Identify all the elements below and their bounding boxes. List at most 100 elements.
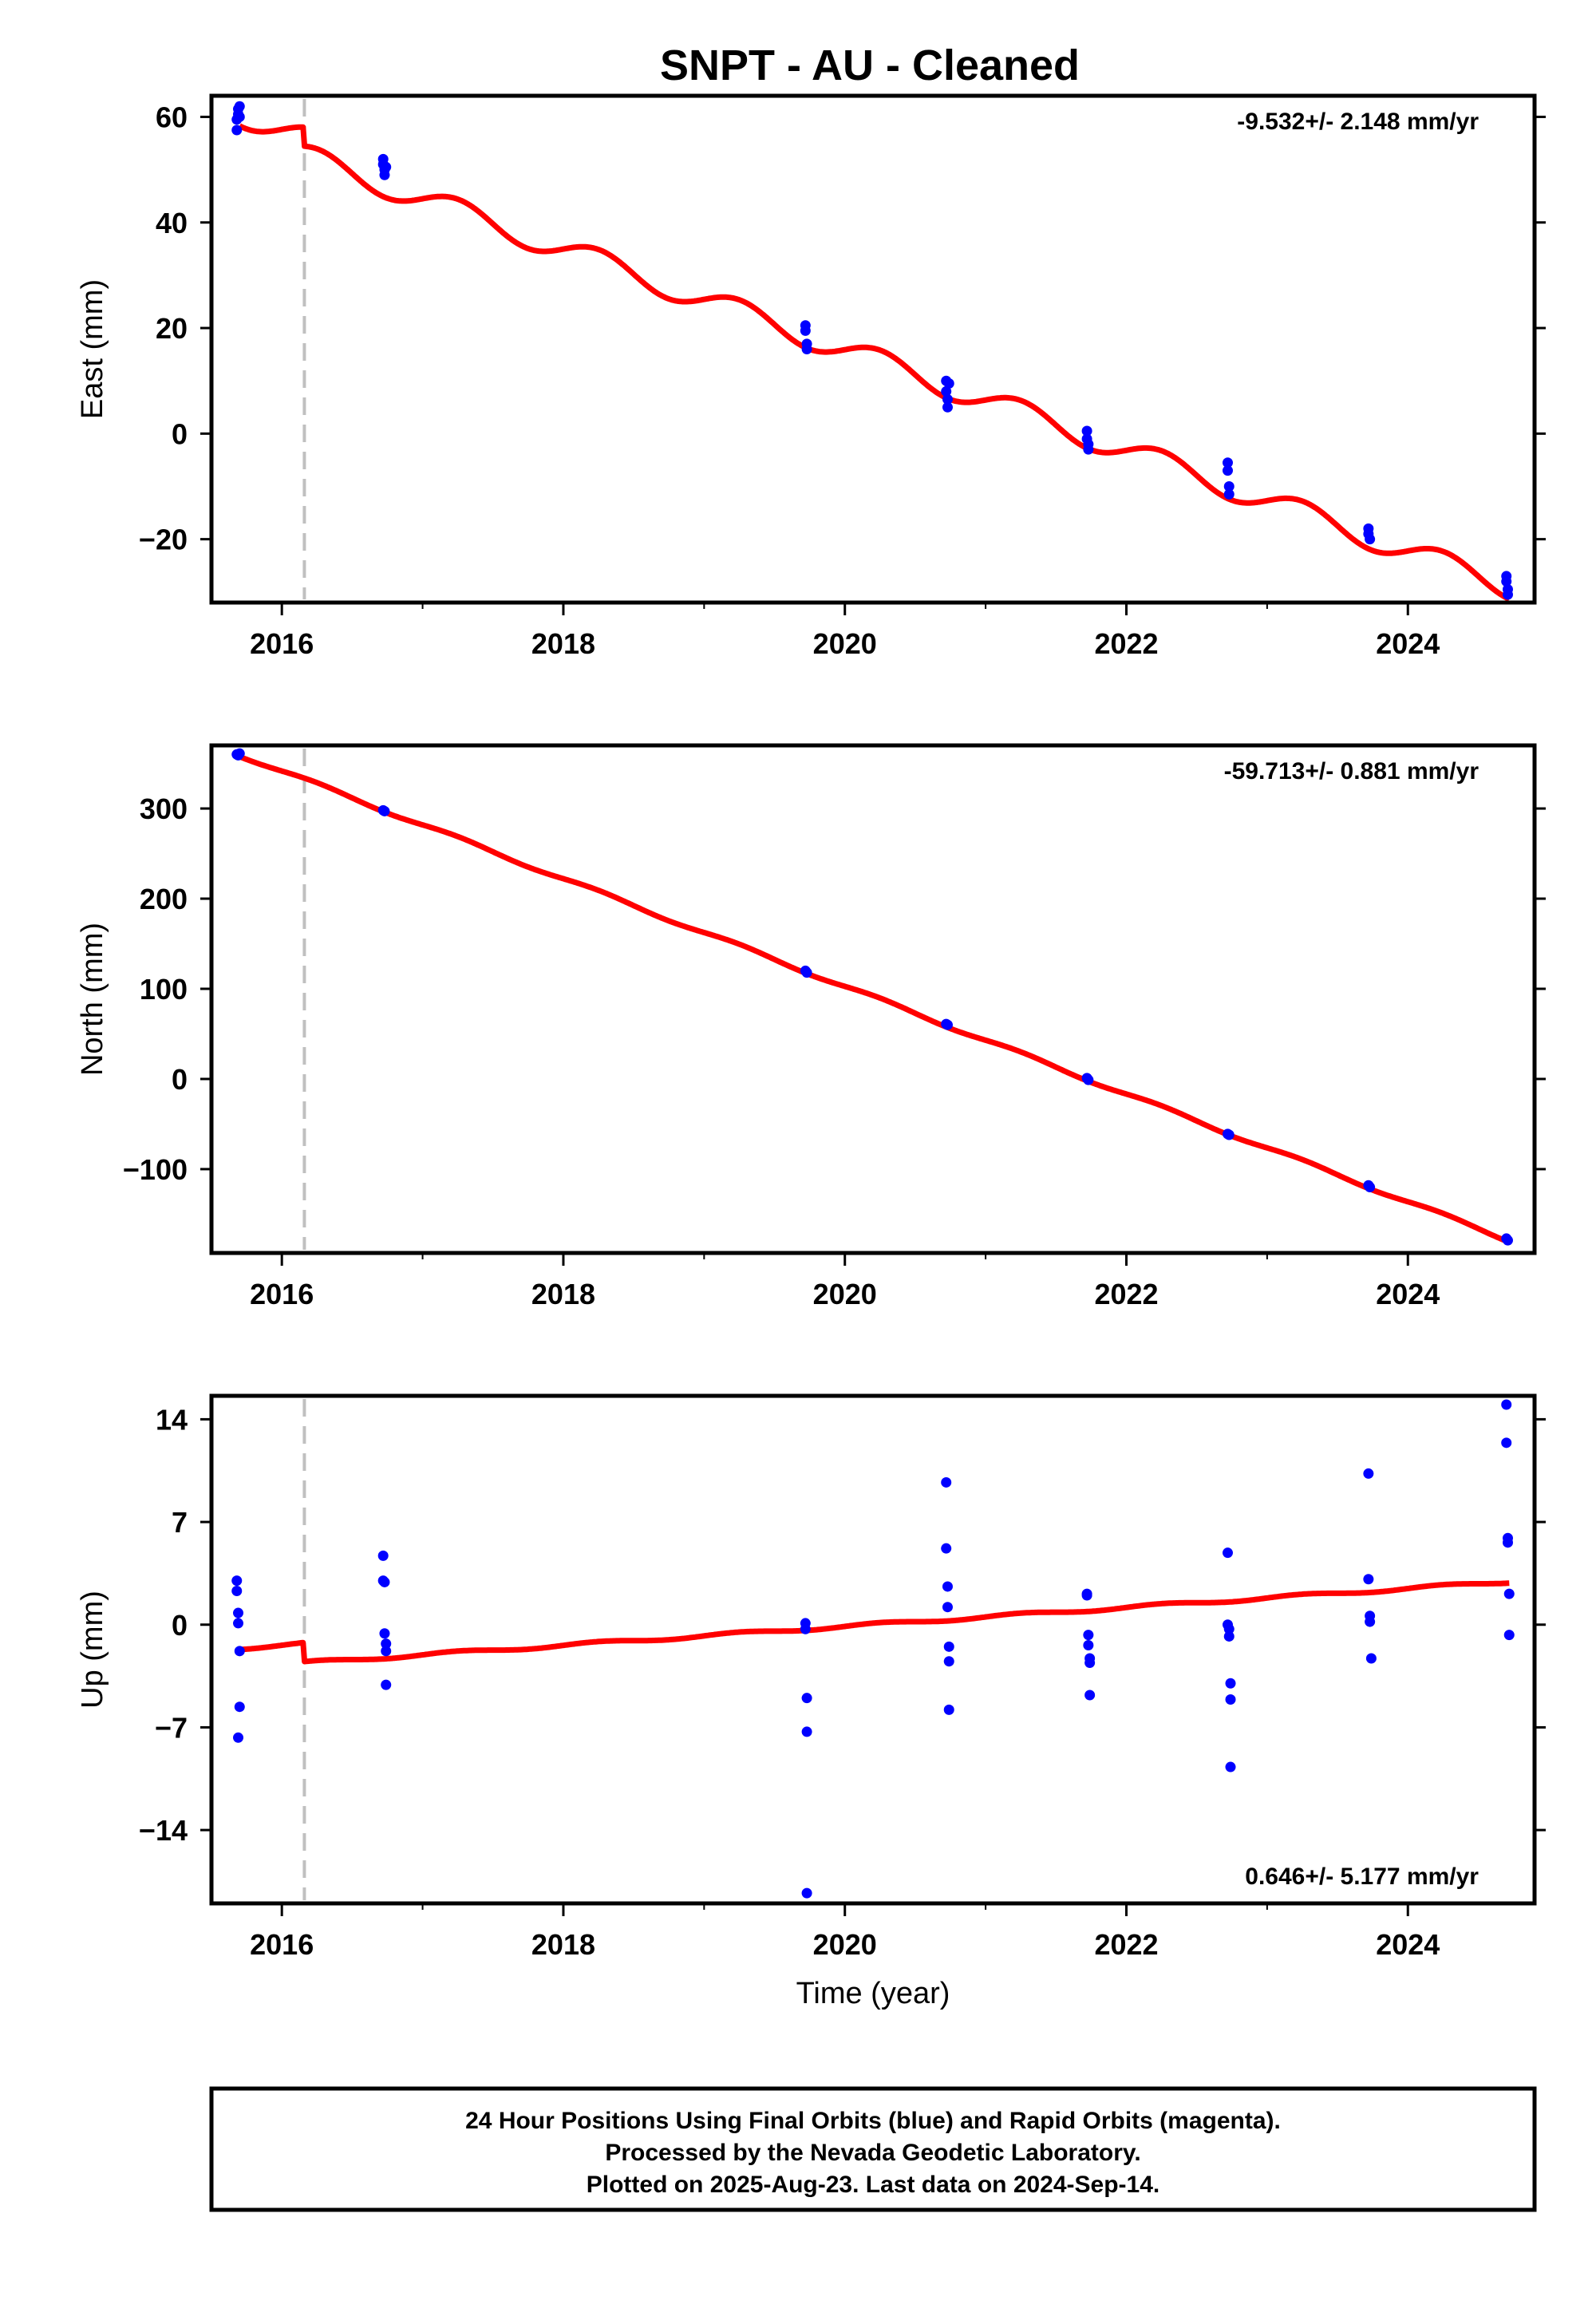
north-panel: −100 0 100 200 300 2016 2018 2020 2022 2024 -59.71…: [76, 743, 1546, 1310]
east-data-point: [1501, 576, 1512, 587]
up-data-point: [942, 1581, 953, 1592]
up-ytick-label: 7: [172, 1506, 188, 1539]
up-data-point: [942, 1602, 953, 1613]
up-data-point: [801, 1693, 812, 1704]
up-data-point: [1502, 1537, 1513, 1548]
east-data-point: [234, 111, 245, 122]
up-data-point: [1083, 1639, 1094, 1650]
up-frame: [209, 1393, 1537, 1906]
up-data-point: [800, 1623, 811, 1634]
up-data-point: [943, 1641, 954, 1652]
up-data-point: [1503, 1588, 1515, 1599]
east-data-point: [379, 169, 390, 180]
up-data-point: [1365, 1653, 1377, 1664]
east-ytick-label: 40: [156, 207, 188, 239]
up-data-point: [379, 1628, 390, 1639]
up-data-point: [943, 1656, 954, 1667]
up-data-point: [1501, 1399, 1512, 1410]
east-rate-label: -9.532+/- 2.148 mm/yr: [1237, 109, 1479, 135]
up-data-point: [381, 1679, 392, 1690]
east-data-point: [1223, 480, 1235, 492]
caption-line-2: Processed by the Nevada Geodetic Laborat…: [605, 2140, 1140, 2166]
north-fit-line: [238, 753, 1511, 1245]
east-fit-line: [238, 123, 1511, 602]
north-xtick-label: 2024: [1376, 1278, 1440, 1310]
east-data-point: [381, 161, 392, 172]
up-data-point: [1084, 1690, 1096, 1701]
east-data-point: [1222, 465, 1233, 476]
up-rate-label: 0.646+/- 5.177 mm/yr: [1245, 1863, 1479, 1890]
up-data-point: [941, 1543, 952, 1554]
up-data-point: [381, 1646, 392, 1657]
north-ytick-label: 100: [140, 973, 188, 1006]
caption-box: 24 Hour Positions Using Final Orbits (bl…: [209, 2086, 1537, 2212]
north-data-point: [801, 967, 812, 978]
east-data-point: [1223, 488, 1235, 500]
chart-title: SNPT - AU - Cleaned: [660, 41, 1080, 89]
up-data-point: [1223, 1623, 1235, 1634]
north-frame: [209, 743, 1537, 1255]
up-data-point: [1363, 1468, 1374, 1479]
up-ytick-label: 0: [172, 1609, 188, 1642]
up-data-point: [941, 1476, 952, 1488]
up-data-point: [801, 1726, 812, 1737]
up-data-point: [1084, 1658, 1096, 1669]
east-data-point: [231, 124, 243, 136]
east-data-point: [1081, 425, 1092, 437]
up-data-point: [1501, 1437, 1512, 1448]
east-data-point: [941, 385, 952, 397]
east-frame: [209, 93, 1537, 605]
up-fit-line: [238, 1580, 1511, 1665]
east-xtick-label: 2022: [1094, 627, 1158, 660]
east-xtick-label: 2024: [1376, 627, 1440, 660]
up-data-point: [234, 1646, 245, 1657]
north-ytick-label: 0: [172, 1063, 188, 1096]
north-data-point: [1502, 1235, 1513, 1246]
up-data-point: [231, 1575, 243, 1587]
north-data-point: [379, 805, 390, 816]
east-ytick-label: 20: [156, 312, 188, 345]
north-xtick-label: 2018: [531, 1278, 595, 1310]
east-xtick-label: 2018: [531, 627, 595, 660]
up-data-point: [233, 1607, 244, 1618]
east-ylabel: East (mm): [76, 279, 109, 419]
north-xtick-label: 2020: [813, 1278, 877, 1310]
up-xtick-label: 2022: [1094, 1928, 1158, 1961]
up-data-point: [234, 1701, 245, 1713]
east-data-point: [1083, 444, 1094, 455]
north-ytick-label: −100: [123, 1153, 188, 1186]
north-ytick-label: 300: [140, 792, 188, 825]
north-ytick-label: 200: [140, 883, 188, 915]
up-data-point: [1081, 1590, 1092, 1601]
up-ytick-label: 14: [156, 1403, 188, 1436]
up-data-point: [377, 1550, 389, 1561]
up-panel: −14 −7 0 7 14 2016 2018 2020 2022 2024 0.646+/- 5.…: [76, 1393, 1546, 2010]
north-ylabel: North (mm): [76, 923, 109, 1076]
caption-line-1: 24 Hour Positions Using Final Orbits (bl…: [465, 2108, 1281, 2134]
east-data-point: [942, 393, 953, 405]
east-data-point: [942, 401, 953, 413]
up-data-point: [231, 1585, 243, 1596]
north-data-point: [1223, 1129, 1235, 1140]
east-xtick-label: 2016: [250, 627, 314, 660]
east-data-point: [800, 325, 811, 336]
up-data-point: [801, 1887, 812, 1899]
up-data-point: [1365, 1616, 1376, 1627]
east-data-point: [1222, 457, 1233, 468]
up-ylabel: Up (mm): [76, 1591, 109, 1709]
north-data-point: [1365, 1182, 1376, 1193]
north-xtick-label: 2022: [1094, 1278, 1158, 1310]
east-data-point: [1502, 589, 1513, 600]
up-xtick-label: 2018: [531, 1928, 595, 1961]
up-data-point: [1503, 1630, 1515, 1641]
up-data-point: [1223, 1630, 1235, 1642]
north-data-point: [942, 1019, 953, 1030]
up-data-point: [1225, 1678, 1236, 1689]
up-data-point: [1222, 1547, 1233, 1559]
up-data-point: [233, 1732, 244, 1743]
up-data-point: [233, 1618, 244, 1629]
north-data-point: [1083, 1074, 1094, 1085]
east-xtick-label: 2020: [813, 627, 877, 660]
caption-frame: [209, 2086, 1537, 2212]
